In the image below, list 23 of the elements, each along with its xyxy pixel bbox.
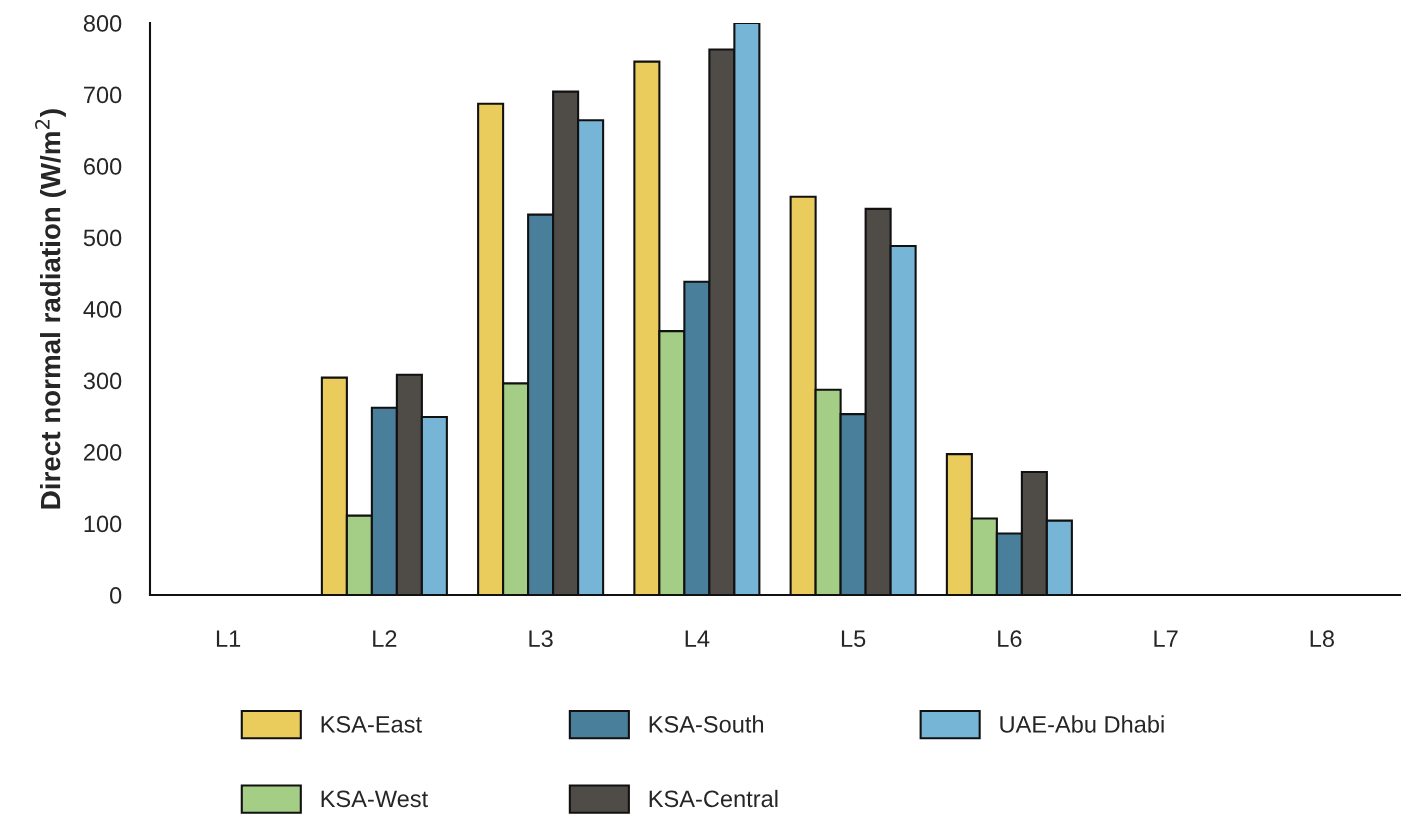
legend-label: UAE-Abu Dhabi xyxy=(1000,715,1164,733)
x-tick-label: L8 xyxy=(1310,630,1334,648)
y-tick-label: 500 xyxy=(83,229,122,247)
y-tick-label: 0 xyxy=(110,587,122,604)
y-tick-label: 800 xyxy=(83,15,122,32)
x-tick-label: L3 xyxy=(529,630,553,648)
legend-label: KSA-Central xyxy=(649,789,778,808)
x-tick-label: L6 xyxy=(998,630,1022,648)
x-tick-label: L7 xyxy=(1154,630,1178,647)
y-axis-title: Direct normal radiation (W/m$^{2}$) xyxy=(35,109,66,509)
legend-label: KSA-East xyxy=(321,715,422,733)
legend-label: KSA-South xyxy=(649,715,764,733)
x-tick-label: L5 xyxy=(841,630,866,648)
y-tick-label: 700 xyxy=(84,86,122,104)
x-tick-label: L2 xyxy=(373,630,397,647)
y-tick-label: 300 xyxy=(83,372,122,390)
y-tick-label: 200 xyxy=(84,444,122,461)
x-tick-label: L4 xyxy=(685,630,710,647)
x-tick-label: L1 xyxy=(216,630,241,647)
legend-label: KSA-West xyxy=(321,790,428,808)
y-tick-label: 400 xyxy=(83,301,122,318)
y-tick-label: 600 xyxy=(84,158,122,175)
y-tick-label: 100 xyxy=(84,515,122,533)
